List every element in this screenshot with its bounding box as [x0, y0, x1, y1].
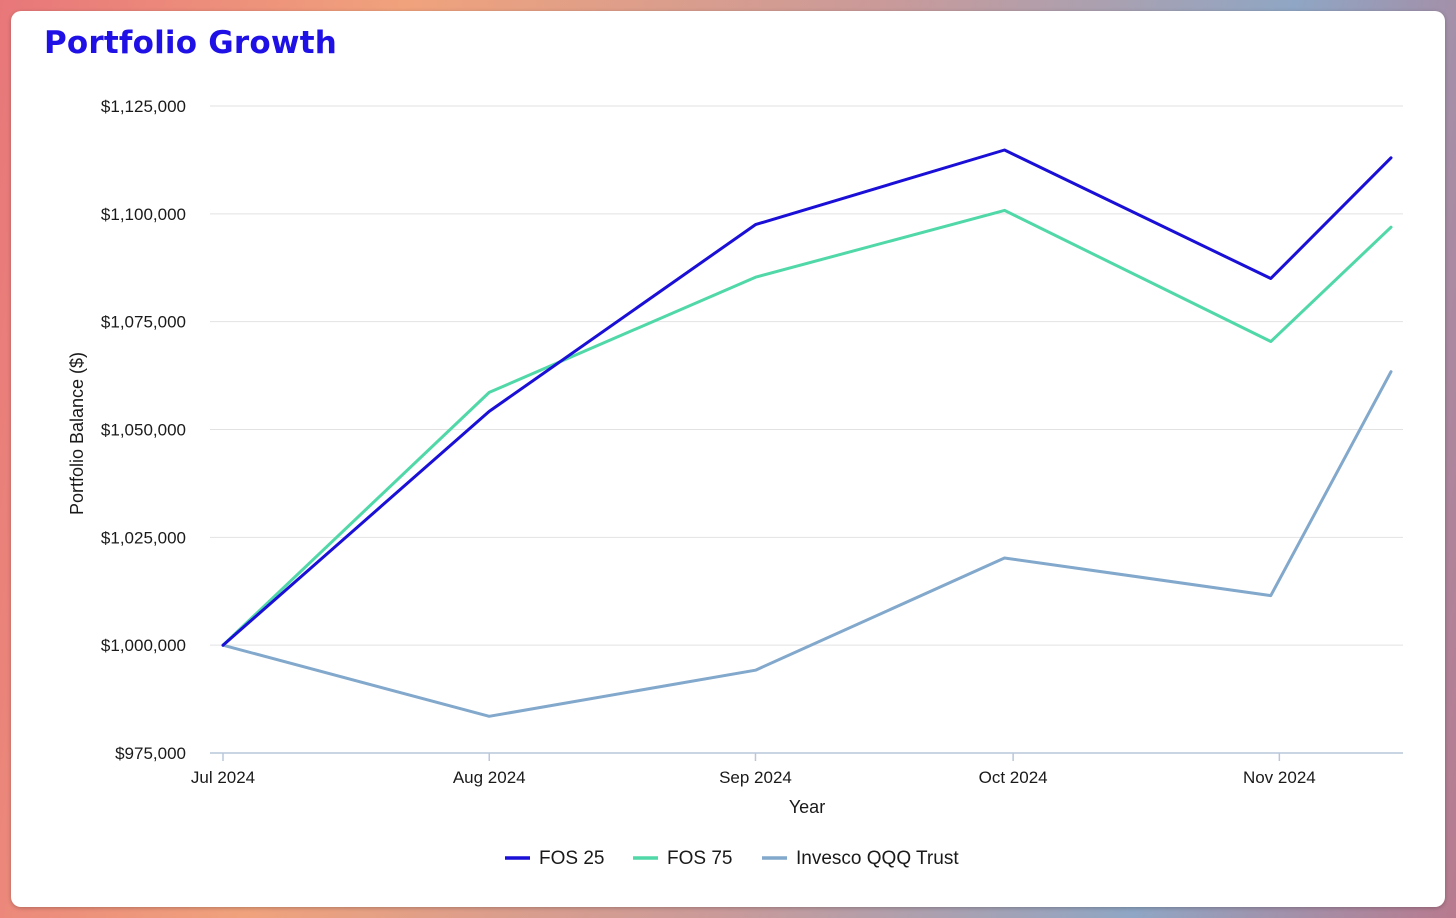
y-tick-label: $1,100,000: [101, 205, 186, 224]
x-tick-label: Jul 2024: [191, 768, 255, 787]
series-line-invesco-qqq-trust: [221, 370, 1393, 718]
x-tick-label: Oct 2024: [979, 768, 1048, 787]
y-tick-label: $1,075,000: [101, 313, 186, 332]
x-tick-label: Sep 2024: [719, 768, 792, 787]
y-tick-label: $1,000,000: [101, 636, 186, 655]
y-tick-label: $1,025,000: [101, 528, 186, 547]
legend-item[interactable]: FOS 25: [505, 848, 604, 869]
legend: FOS 25 FOS 75 Invesco QQQ Trust: [505, 848, 959, 869]
y-tick-label: $1,125,000: [101, 97, 186, 116]
series-line-fos-25: [221, 148, 1393, 647]
legend-item[interactable]: Invesco QQQ Trust: [762, 848, 959, 869]
chart-card: Portfolio Growth $975,000 $1,000,000 $1,02…: [11, 11, 1445, 907]
tick-labels: $975,000 $1,000,000 $1,025,000 $1,050,000 $1…: [101, 97, 1316, 787]
legend-label: Invesco QQQ Trust: [796, 848, 959, 869]
chart-title: Portfolio Growth: [44, 25, 338, 61]
y-tick-label: $1,050,000: [101, 421, 186, 440]
x-tick-label: Nov 2024: [1243, 768, 1316, 787]
series-line-fos-75: [221, 208, 1393, 647]
line-chart: $975,000 $1,000,000 $1,025,000 $1,050,000 $1…: [67, 97, 1403, 869]
legend-label: FOS 75: [667, 848, 732, 869]
y-axis-title: Portfolio Balance ($): [67, 352, 87, 515]
x-tick-label: Aug 2024: [453, 768, 526, 787]
axes: [210, 752, 1403, 761]
legend-label: FOS 25: [539, 848, 604, 869]
y-tick-label: $975,000: [115, 744, 186, 763]
series-lines: [221, 148, 1393, 718]
x-axis-title: Year: [789, 797, 825, 817]
gridlines: [210, 105, 1403, 646]
legend-item[interactable]: FOS 75: [633, 848, 732, 869]
